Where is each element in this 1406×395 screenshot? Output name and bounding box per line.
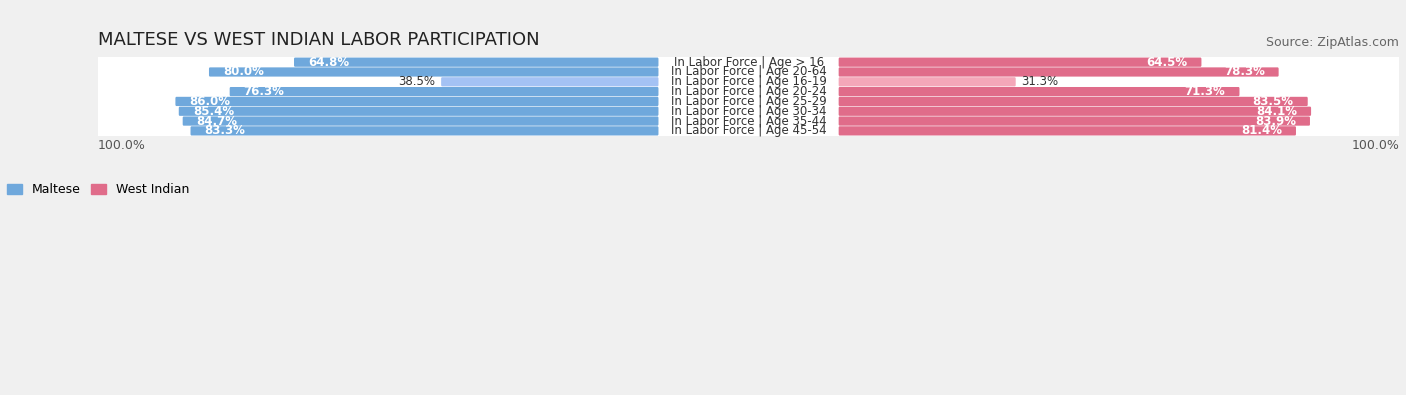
Text: 64.8%: 64.8% xyxy=(308,56,349,69)
Text: In Labor Force | Age 45-54: In Labor Force | Age 45-54 xyxy=(671,124,827,137)
FancyBboxPatch shape xyxy=(93,85,1405,98)
Text: 100.0%: 100.0% xyxy=(1351,139,1399,152)
Text: MALTESE VS WEST INDIAN LABOR PARTICIPATION: MALTESE VS WEST INDIAN LABOR PARTICIPATI… xyxy=(98,31,540,49)
FancyBboxPatch shape xyxy=(838,107,1310,116)
Text: 100.0%: 100.0% xyxy=(98,139,146,152)
FancyBboxPatch shape xyxy=(838,68,1278,77)
FancyBboxPatch shape xyxy=(93,56,1405,69)
Text: 84.7%: 84.7% xyxy=(197,115,238,128)
FancyBboxPatch shape xyxy=(93,75,1405,88)
Text: 64.5%: 64.5% xyxy=(1146,56,1188,69)
FancyBboxPatch shape xyxy=(229,87,658,96)
FancyBboxPatch shape xyxy=(93,105,1405,118)
Text: 76.3%: 76.3% xyxy=(243,85,284,98)
FancyBboxPatch shape xyxy=(838,97,1308,106)
FancyBboxPatch shape xyxy=(838,126,1296,135)
Text: 83.3%: 83.3% xyxy=(204,124,246,137)
FancyBboxPatch shape xyxy=(838,77,1015,87)
FancyBboxPatch shape xyxy=(93,115,1405,128)
FancyBboxPatch shape xyxy=(838,117,1310,126)
FancyBboxPatch shape xyxy=(93,66,1405,79)
Legend: Maltese, West Indian: Maltese, West Indian xyxy=(7,183,190,196)
Text: 71.3%: 71.3% xyxy=(1185,85,1226,98)
Text: 83.5%: 83.5% xyxy=(1253,95,1294,108)
Text: 83.9%: 83.9% xyxy=(1256,115,1296,128)
Text: 84.1%: 84.1% xyxy=(1256,105,1298,118)
Text: In Labor Force | Age 16-19: In Labor Force | Age 16-19 xyxy=(671,75,827,88)
Text: In Labor Force | Age > 16: In Labor Force | Age > 16 xyxy=(673,56,824,69)
Text: In Labor Force | Age 30-34: In Labor Force | Age 30-34 xyxy=(671,105,827,118)
Text: 81.4%: 81.4% xyxy=(1241,124,1282,137)
Text: 38.5%: 38.5% xyxy=(399,75,436,88)
Text: 86.0%: 86.0% xyxy=(190,95,231,108)
FancyBboxPatch shape xyxy=(838,58,1202,67)
Text: In Labor Force | Age 20-24: In Labor Force | Age 20-24 xyxy=(671,85,827,98)
FancyBboxPatch shape xyxy=(179,107,658,116)
FancyBboxPatch shape xyxy=(93,124,1405,137)
FancyBboxPatch shape xyxy=(93,95,1405,108)
FancyBboxPatch shape xyxy=(183,117,658,126)
FancyBboxPatch shape xyxy=(191,126,658,135)
Text: 80.0%: 80.0% xyxy=(224,66,264,79)
Text: In Labor Force | Age 25-29: In Labor Force | Age 25-29 xyxy=(671,95,827,108)
FancyBboxPatch shape xyxy=(176,97,658,106)
FancyBboxPatch shape xyxy=(209,68,658,77)
FancyBboxPatch shape xyxy=(441,77,658,87)
Text: In Labor Force | Age 20-64: In Labor Force | Age 20-64 xyxy=(671,66,827,79)
Text: Source: ZipAtlas.com: Source: ZipAtlas.com xyxy=(1267,36,1399,49)
Text: 85.4%: 85.4% xyxy=(193,105,233,118)
Text: In Labor Force | Age 35-44: In Labor Force | Age 35-44 xyxy=(671,115,827,128)
FancyBboxPatch shape xyxy=(294,58,658,67)
FancyBboxPatch shape xyxy=(838,87,1240,96)
Text: 31.3%: 31.3% xyxy=(1021,75,1059,88)
Text: 78.3%: 78.3% xyxy=(1223,66,1264,79)
